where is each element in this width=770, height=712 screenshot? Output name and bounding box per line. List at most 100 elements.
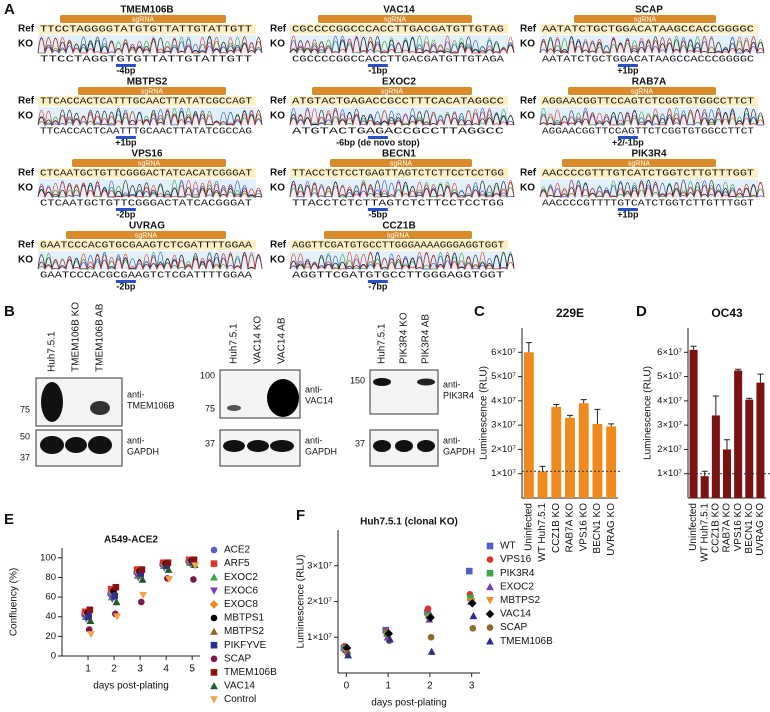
y-tick-label: 3×10⁷	[491, 420, 516, 431]
gene-name: CCZ1B	[382, 221, 415, 232]
legend-marker	[210, 641, 218, 649]
ko-sequence: AATATCTGCTGGACATAAGCCACCCGGGGC	[542, 54, 755, 64]
ref-label: Ref	[18, 24, 35, 35]
bar	[592, 423, 603, 498]
edit-highlight	[367, 64, 388, 67]
edit-highlight	[617, 136, 638, 139]
band	[267, 379, 299, 417]
legend-marker	[486, 637, 494, 645]
x-tick-label: 3	[137, 664, 143, 675]
legend-marker	[210, 669, 218, 676]
chromatogram-trace	[37, 108, 263, 127]
ref-label: Ref	[18, 240, 35, 251]
legend-label: PIKFYVE	[224, 640, 267, 651]
x-tick-label: RAB7A KO	[565, 503, 576, 553]
y-tick-label: 0	[51, 651, 56, 662]
band	[65, 437, 87, 453]
sgrna-bar	[312, 87, 472, 95]
ref-label: Ref	[520, 96, 537, 107]
ref-sequence: AACCCCGTTTGTCATCTGGTCTTGTTTGGT	[542, 168, 755, 178]
x-tick-label: UVRAG KO	[606, 503, 617, 556]
legend-label: EXOC6	[224, 585, 258, 596]
ref-sequence: TTCACCACTCATTTGCAACTTATATCGCCAGT	[40, 96, 253, 106]
lane-label: Huh7.5.1	[47, 331, 58, 372]
x-tick-label: 2	[111, 664, 117, 675]
data-point	[469, 611, 478, 620]
edit-highlight	[617, 64, 638, 67]
edit-note: +1bp	[617, 209, 639, 219]
data-point	[190, 576, 197, 583]
chromatogram-bg	[38, 35, 256, 53]
y-tick-label: 2×10⁷	[307, 596, 332, 607]
chromatogram-trace	[37, 252, 263, 271]
chromatogram-bg	[540, 35, 758, 53]
bar	[745, 399, 754, 498]
ref-sequence: ATGTACTGAGACCGCCTTTCACATAGGCC	[292, 96, 505, 106]
chart-title: A549-ACE2	[104, 535, 158, 546]
legend-marker	[486, 556, 494, 563]
panel-label: C	[474, 303, 485, 320]
ref-sequence: AGGAACGGTTCCAGTCTCGGTGTGGCCTTCT	[542, 96, 755, 106]
ref-band	[38, 96, 256, 106]
legend-label: VPS16	[500, 554, 532, 565]
sgrna-bar	[330, 159, 472, 167]
y-tick-label: 80	[45, 572, 56, 583]
lane-label: VAC14 AB	[277, 317, 288, 364]
y-tick-label: 60	[45, 592, 56, 603]
data-point	[139, 591, 148, 600]
bar	[606, 426, 617, 498]
error-bar	[525, 342, 532, 353]
y-tick-label: 4×10⁷	[657, 395, 682, 406]
edit-note: +1bp	[115, 137, 137, 147]
lane-label: Huh7.5.1	[229, 323, 240, 364]
sgrna-bar	[574, 15, 716, 23]
sgrna-bar	[568, 87, 716, 95]
ref-band	[540, 96, 758, 106]
x-tick-label: UVRAG KO	[755, 503, 766, 556]
data-point	[386, 635, 394, 643]
edit-highlight	[367, 136, 388, 139]
gene-name: VAC14	[383, 5, 415, 16]
sgrna-label: sgRNA	[634, 16, 657, 23]
y-axis-label: Confluency (%)	[9, 568, 20, 636]
y-tick-label: 100	[40, 552, 56, 563]
sgrna-label: sgRNA	[384, 16, 407, 23]
data-point	[467, 594, 474, 602]
band	[417, 440, 435, 452]
y-tick-label: 6×10⁷	[491, 347, 516, 358]
ref-band	[540, 24, 758, 34]
legend-label: EXOC2	[224, 572, 258, 583]
data-point	[427, 647, 436, 655]
error-bar	[553, 404, 560, 407]
ko-sequence: AGGAACGGTTCCAGTTCTCGGTGTGGCCTTCT	[542, 126, 755, 136]
ref-sequence: CTCAATGCTGTTCGGGACTATCACATCGGGAT	[40, 168, 253, 178]
ref-band	[290, 96, 508, 106]
sgrna-bar	[78, 87, 226, 95]
x-tick-label: 1	[85, 664, 91, 675]
data-point	[85, 613, 92, 621]
ko-sequence: AACCCCGTTTTGTCATCTGGTCTTGTTTGGT	[542, 198, 755, 208]
legend-label: VAC14	[500, 609, 531, 620]
ref-label: Ref	[520, 168, 537, 179]
panel-label: D	[636, 303, 647, 320]
blot-frame	[369, 369, 439, 415]
error-bar	[735, 368, 742, 371]
x-tick-label: VPS16 KO	[733, 503, 744, 552]
data-point	[342, 643, 352, 653]
ref-band	[290, 168, 508, 178]
data-point	[164, 565, 173, 573]
y-tick-label: 4×10⁷	[491, 395, 516, 406]
sgrna-bar	[562, 159, 716, 167]
ref-label: Ref	[270, 24, 287, 35]
mw-marker: 100	[200, 370, 215, 380]
x-tick-label: BECN1 KO	[744, 503, 755, 554]
panel-label: B	[4, 303, 15, 320]
y-tick-label: 5×10⁷	[491, 371, 516, 382]
legend-label: SCAP	[224, 653, 252, 664]
legend-marker	[209, 600, 219, 609]
bar	[537, 471, 548, 498]
mw-marker: 50	[20, 431, 30, 441]
mw-marker: 150	[350, 375, 365, 385]
data-point	[137, 570, 145, 577]
y-tick-label: 1×10⁷	[307, 632, 332, 643]
